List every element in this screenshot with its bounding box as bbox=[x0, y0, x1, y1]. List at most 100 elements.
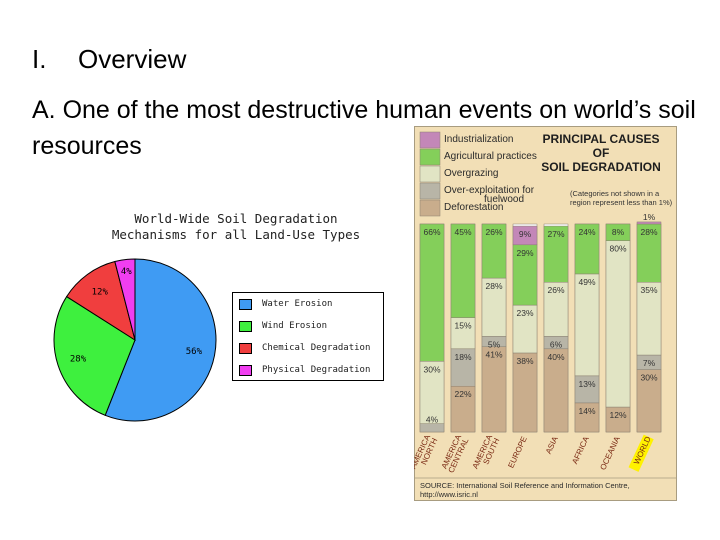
bar-segment-overgrazing bbox=[574, 273, 600, 377]
bar-segment-deforestation bbox=[481, 346, 507, 433]
bar-segment-deforestation bbox=[512, 352, 538, 433]
bar-segment-overgrazing bbox=[605, 240, 631, 408]
bar-value-label: 6% bbox=[550, 339, 563, 349]
pie-slice-label: 4% bbox=[121, 267, 132, 277]
bar-segment-overgrazing bbox=[512, 304, 538, 354]
bar-segment-overgrazing bbox=[419, 361, 445, 424]
bar-value-label: 30% bbox=[640, 373, 657, 383]
slide-heading: I. Overview bbox=[32, 44, 186, 75]
bar-segment-overgrazing bbox=[636, 281, 662, 356]
pie-slice-label: 56% bbox=[186, 347, 203, 357]
bar-value-label: 30% bbox=[423, 364, 440, 374]
legend-item-water-erosion: Water Erosion bbox=[239, 298, 332, 310]
poster-legend-swatch bbox=[419, 148, 441, 166]
bar-value-label: 80% bbox=[609, 244, 626, 254]
bar-value-label: 7% bbox=[643, 358, 656, 368]
pie-chart-title-block: World-Wide Soil Degradation Mechanisms f… bbox=[96, 211, 376, 243]
bar-value-label: 12% bbox=[609, 410, 626, 420]
legend-item-chemical-degradation: Chemical Degradation bbox=[239, 342, 370, 354]
pie-legend: Water Erosion Wind Erosion Chemical Degr… bbox=[232, 292, 384, 381]
bar-value-label: 4% bbox=[426, 415, 439, 425]
pie-chart-title: World-Wide Soil Degradation bbox=[134, 211, 338, 226]
bar-value-label: 26% bbox=[547, 285, 564, 295]
bar-segment-deforestation bbox=[450, 385, 476, 433]
poster-legend-swatch bbox=[419, 182, 441, 200]
legend-label: Chemical Degradation bbox=[262, 343, 371, 353]
bar-value-label: 28% bbox=[485, 281, 502, 291]
poster-legend-swatch bbox=[419, 165, 441, 183]
pie-slice-water-erosion bbox=[104, 258, 217, 422]
bar-value-label: 29% bbox=[516, 248, 533, 258]
legend-label: Water Erosion bbox=[262, 299, 333, 309]
pie-chart: 56% 28% 12% 4% bbox=[53, 258, 217, 422]
bar-segment-over-exploitation-for-fuelwood bbox=[574, 375, 600, 404]
poster-legend-label: Agricultural practices bbox=[444, 151, 537, 162]
bar-segment-industrialization bbox=[636, 221, 662, 225]
poster-legend-label: Deforestation bbox=[444, 202, 503, 213]
poster-legend-label: fuelwood bbox=[484, 194, 524, 205]
bar-value-label: 15% bbox=[454, 321, 471, 331]
legend-swatch bbox=[239, 342, 252, 354]
poster-legend-label: Overgrazing bbox=[444, 168, 498, 179]
poster-note-line: (Categories not shown in a bbox=[570, 189, 660, 198]
bar-value-label: 18% bbox=[454, 352, 471, 362]
bar-segment-agricultural-practices bbox=[419, 223, 445, 362]
bar-segment-deforestation bbox=[543, 348, 569, 433]
bar-segment-deforestation bbox=[636, 369, 662, 433]
poster-legend-swatch bbox=[419, 199, 441, 217]
soil-degradation-poster: Industrialization Agricultural practices O… bbox=[414, 126, 677, 501]
poster-source-line: SOURCE: International Soil Reference and… bbox=[420, 481, 630, 490]
bar-value-label: 35% bbox=[640, 285, 657, 295]
bar-value-label: 8% bbox=[612, 227, 625, 237]
pie-slice-label: 12% bbox=[92, 288, 109, 298]
bar-segment-over-exploitation-for-fuelwood bbox=[450, 348, 476, 387]
bar-value-label: 24% bbox=[578, 227, 595, 237]
bar-value-label: 22% bbox=[454, 389, 471, 399]
poster-title-line: PRINCIPAL CAUSES bbox=[543, 132, 660, 146]
pie-slice-wind-erosion bbox=[53, 295, 136, 416]
bar-value-label: 28% bbox=[640, 227, 657, 237]
heading-number: I. bbox=[32, 44, 47, 74]
poster-legend-label: Industrialization bbox=[444, 134, 513, 145]
bar-value-label: 40% bbox=[547, 352, 564, 362]
legend-swatch bbox=[239, 320, 252, 332]
legend-label: Physical Degradation bbox=[262, 365, 371, 375]
bar-value-label: 13% bbox=[578, 379, 595, 389]
bar-value-label: 9% bbox=[519, 229, 532, 239]
pie-slice-physical-degradation bbox=[114, 258, 136, 341]
legend-swatch bbox=[239, 364, 252, 376]
pie-slice-label: 28% bbox=[70, 355, 87, 365]
bar-segment-agricultural-practices bbox=[605, 223, 631, 241]
poster-legend-swatch bbox=[419, 131, 441, 149]
legend-swatch bbox=[239, 298, 252, 310]
poster-legend-label: Over-exploitation for bbox=[444, 185, 535, 196]
poster-source-line: http://www.isric.nl bbox=[420, 490, 478, 499]
bar-value-label: 27% bbox=[547, 229, 564, 239]
heading-text: Overview bbox=[78, 44, 187, 74]
bar-segment-agricultural-practices bbox=[481, 223, 507, 279]
bar-value-label: 45% bbox=[454, 227, 471, 237]
bar-segment-overgrazing bbox=[481, 277, 507, 337]
bar-segment-agricultural-practices bbox=[512, 244, 538, 306]
bar-value-label: 26% bbox=[485, 227, 502, 237]
bar-segment-deforestation bbox=[574, 402, 600, 433]
legend-item-wind-erosion: Wind Erosion bbox=[239, 320, 327, 332]
bar-value-label: 5% bbox=[488, 339, 501, 349]
bar-value-label: 14% bbox=[578, 406, 595, 416]
bar-value-label: 38% bbox=[516, 356, 533, 366]
legend-label: Wind Erosion bbox=[262, 321, 328, 331]
slide-subheading: A. One of the most destructive human eve… bbox=[32, 96, 696, 160]
pie-chart-subtitle: Mechanisms for all Land-Use Types bbox=[111, 227, 361, 242]
bar-segment-overgrazing bbox=[543, 281, 569, 337]
poster-title-line: SOIL DEGRADATION bbox=[541, 160, 661, 174]
bar-segment-agricultural-practices bbox=[450, 223, 476, 318]
legend-item-physical-degradation: Physical Degradation bbox=[239, 364, 370, 376]
bar-segment-agricultural-practices bbox=[574, 223, 600, 275]
world-highlight bbox=[628, 434, 654, 472]
poster-note-line: region represent less than 1%) bbox=[570, 198, 673, 207]
bar-segment-industrialization bbox=[512, 225, 538, 246]
bar-segment-agricultural-practices bbox=[636, 223, 662, 283]
bar-value-label: 1% bbox=[643, 212, 656, 222]
bar-value-label: 23% bbox=[516, 308, 533, 318]
bar-value-label: 41% bbox=[485, 350, 502, 360]
